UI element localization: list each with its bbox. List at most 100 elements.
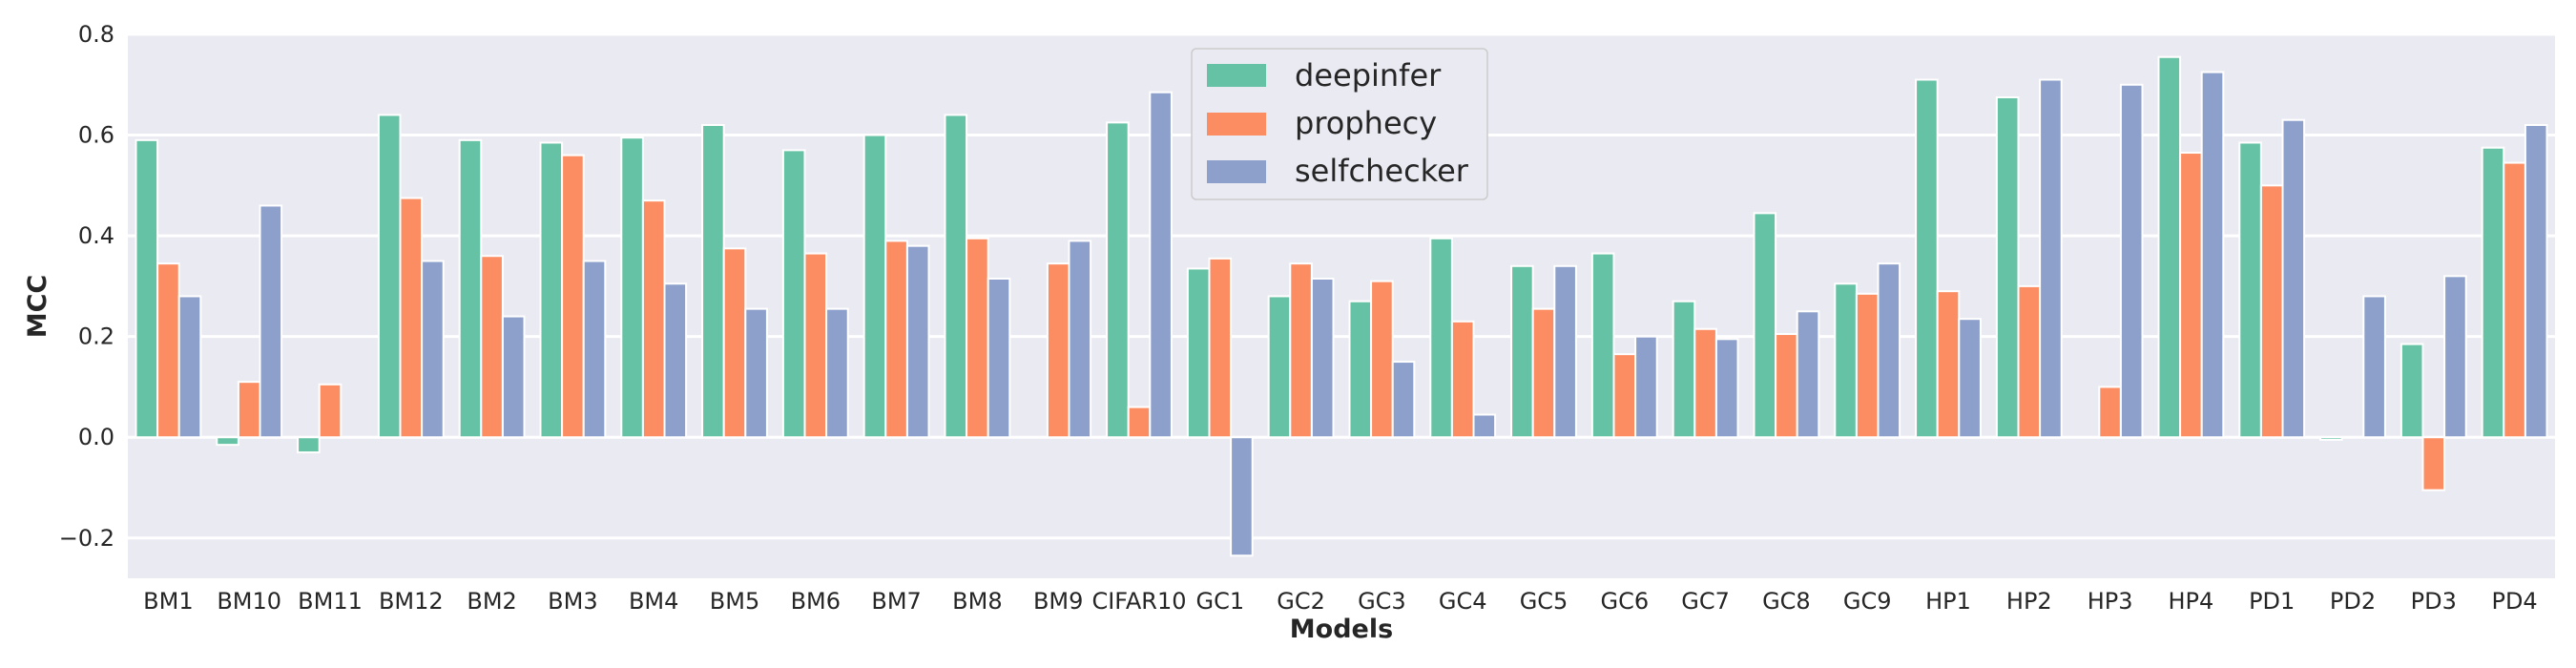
x-tick-label: GC5: [1520, 588, 1568, 615]
bar-selfchecker-BM1: [177, 295, 202, 439]
gridlines: [128, 32, 2555, 540]
bar-deepinfer-GC8: [1753, 212, 1777, 439]
bar-prophecy-CIFAR10: [1127, 406, 1152, 439]
bar-selfchecker-GC1: [1230, 436, 1254, 557]
legend-label-prophecy: prophecy: [1295, 105, 1437, 141]
x-tick-label: BM8: [952, 588, 1002, 615]
y-tick-label: 0.8: [78, 21, 114, 48]
bar-selfchecker-BM6: [825, 307, 849, 439]
bar-prophecy-HP2: [2017, 284, 2042, 439]
legend: deepinfer prophecy selfchecker: [1191, 48, 1488, 200]
bar-prophecy-GC6: [1612, 353, 1637, 439]
bar-prophecy-HP4: [2179, 152, 2203, 439]
bar-prophecy-GC1: [1208, 257, 1233, 439]
bar-prophecy-GC8: [1775, 333, 1798, 439]
x-tick-label: GC9: [1843, 588, 1892, 615]
x-tick-label: PD4: [2491, 588, 2537, 615]
bar-selfchecker-CIFAR10: [1149, 91, 1173, 439]
bar-prophecy-GC7: [1693, 327, 1717, 439]
bar-selfchecker-BM12: [421, 260, 445, 439]
bar-deepinfer-PD2: [2319, 436, 2343, 441]
bar-selfchecker-PD1: [2281, 118, 2306, 439]
bar-prophecy-BM8: [966, 237, 989, 439]
legend-label-deepinfer: deepinfer: [1295, 57, 1442, 94]
bar-selfchecker-HP1: [1958, 318, 1982, 439]
bar-selfchecker-BM10: [259, 204, 283, 439]
bar-selfchecker-GC4: [1472, 413, 1497, 439]
x-tick-label: BM12: [379, 588, 444, 615]
bar-deepinfer-BM5: [701, 124, 725, 439]
bar-prophecy-BM7: [884, 240, 908, 439]
x-tick-label: BM1: [143, 588, 193, 615]
bar-deepinfer-GC9: [1834, 282, 1858, 439]
bar-deepinfer-PD3: [2399, 343, 2424, 439]
x-tick-label: BM11: [298, 588, 363, 615]
bar-selfchecker-GC5: [1553, 264, 1577, 439]
bar-selfchecker-PD4: [2524, 124, 2548, 439]
x-tick-label: PD1: [2249, 588, 2295, 615]
bar-selfchecker-PD2: [2362, 295, 2386, 439]
bar-prophecy-HP1: [1936, 290, 1961, 439]
bar-deepinfer-BM1: [135, 138, 159, 439]
bar-deepinfer-BM12: [377, 114, 402, 439]
bar-deepinfer-PD4: [2481, 146, 2505, 439]
x-tick-label: PD2: [2330, 588, 2376, 615]
x-tick-label: GC6: [1600, 588, 1649, 615]
bar-selfchecker-GC2: [1310, 277, 1335, 439]
x-tick-label: BM10: [217, 588, 281, 615]
legend-swatch-prophecy: [1207, 113, 1266, 136]
bar-selfchecker-HP2: [2039, 78, 2063, 439]
bar-deepinfer-BM6: [781, 149, 806, 439]
x-axis-title: Models: [1290, 615, 1393, 644]
x-tick-label: PD3: [2411, 588, 2457, 615]
bar-prophecy-BM10: [237, 381, 261, 439]
bar-selfchecker-GC3: [1391, 361, 1416, 439]
bar-selfchecker-GC9: [1877, 262, 1901, 439]
bar-deepinfer-BM11: [297, 436, 321, 454]
bar-deepinfer-GC1: [1186, 267, 1211, 439]
x-tick-label: GC7: [1681, 588, 1730, 615]
bars: [135, 55, 2548, 557]
bar-prophecy-GC9: [1855, 292, 1880, 439]
bar-selfchecker-HP3: [2119, 83, 2144, 439]
x-tick-label: GC3: [1358, 588, 1406, 615]
bar-prophecy-BM12: [399, 197, 424, 439]
bar-prophecy-PD3: [2421, 436, 2446, 491]
bar-deepinfer-BM8: [944, 114, 968, 439]
bar-deepinfer-GC6: [1590, 252, 1615, 439]
bar-deepinfer-HP4: [2157, 55, 2182, 439]
legend-swatch-deepinfer: [1207, 64, 1266, 87]
y-axis-ticks: −0.2 0.0 0.2 0.4 0.6 0.8: [59, 21, 114, 552]
bar-selfchecker-BM9: [1068, 240, 1092, 439]
bar-prophecy-PD1: [2259, 184, 2284, 439]
bar-deepinfer-GC4: [1429, 237, 1453, 439]
bar-deepinfer-BM3: [539, 141, 564, 439]
x-tick-label: BM4: [629, 588, 678, 615]
bar-prophecy-GC2: [1289, 262, 1313, 439]
bar-deepinfer-BM10: [216, 436, 239, 447]
bar-prophecy-GC3: [1370, 280, 1394, 439]
y-tick-label: −0.2: [59, 525, 114, 552]
bar-deepinfer-BM4: [620, 136, 644, 439]
bar-deepinfer-GC3: [1348, 300, 1373, 439]
x-tick-label: CIFAR10: [1091, 588, 1186, 615]
bar-selfchecker-BM7: [905, 244, 930, 439]
bar-selfchecker-BM2: [501, 315, 526, 439]
legend-label-selfchecker: selfchecker: [1295, 153, 1469, 189]
bar-deepinfer-BM7: [862, 134, 887, 439]
bar-selfchecker-BM8: [987, 277, 1011, 439]
legend-swatch-selfchecker: [1207, 160, 1266, 183]
bar-deepinfer-PD1: [2238, 141, 2262, 439]
bar-selfchecker-GC7: [1714, 338, 1739, 439]
bar-prophecy-GC5: [1531, 307, 1556, 439]
x-tick-label: HP1: [1925, 588, 1971, 615]
bar-prophecy-BM4: [641, 199, 666, 439]
x-tick-label: BM3: [548, 588, 597, 615]
bar-selfchecker-PD3: [2443, 275, 2467, 439]
x-tick-label: GC4: [1439, 588, 1487, 615]
x-tick-label: GC1: [1195, 588, 1244, 615]
bar-deepinfer-HP2: [1995, 95, 2020, 439]
bar-prophecy-BM2: [480, 255, 504, 439]
y-tick-label: 0.4: [78, 222, 114, 249]
